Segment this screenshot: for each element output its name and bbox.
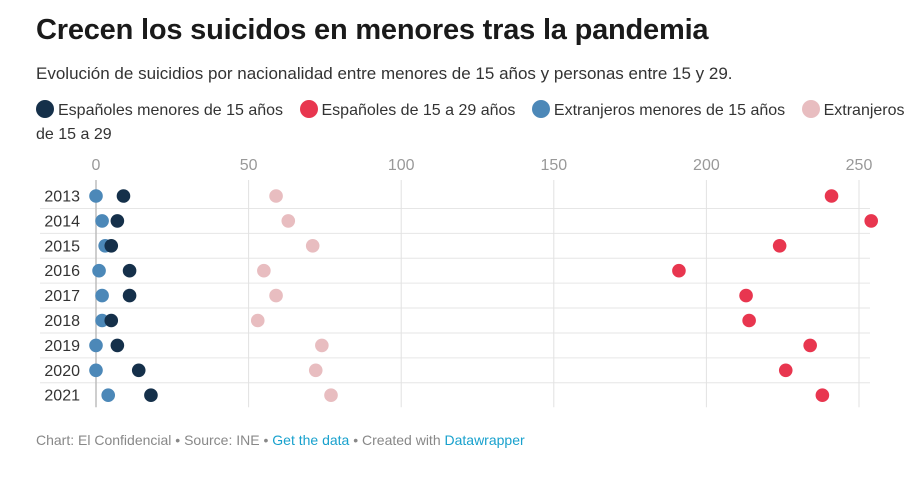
- footer-separator: •: [171, 432, 185, 448]
- year-label: 2014: [44, 213, 80, 230]
- data-point: [864, 214, 879, 228]
- chart-credit: Chart: El Confidencial: [36, 432, 172, 448]
- data-point: [104, 239, 119, 253]
- data-point: [281, 214, 296, 228]
- chart-legend: Españoles menores de 15 años Españoles d…: [36, 99, 906, 147]
- chart-footer: Chart: El Confidencial • Source: INE • G…: [36, 432, 525, 448]
- get-the-data-link[interactable]: Get the data: [272, 432, 350, 448]
- data-point: [305, 239, 320, 253]
- data-point: [95, 214, 109, 228]
- x-tick-label: 100: [388, 157, 415, 174]
- data-point: [269, 189, 283, 203]
- data-point: [95, 288, 109, 303]
- legend-label: Extranjeros menores de 15 años: [553, 102, 786, 119]
- year-label: 2018: [44, 313, 80, 330]
- data-point: [101, 388, 116, 402]
- legend-swatch: [531, 100, 550, 118]
- x-tick-label: 50: [240, 157, 258, 174]
- year-label: 2019: [44, 338, 80, 355]
- data-point: [739, 288, 753, 303]
- year-label: 2013: [44, 189, 80, 206]
- legend-swatch: [36, 100, 54, 118]
- dot-plot-chart: 0 50 100 150 200 250 2013 2014 2015 2016 2017 2018 2…: [40, 157, 879, 408]
- year-label: 2017: [44, 288, 80, 305]
- data-point: [672, 263, 686, 278]
- data-point: [772, 239, 787, 253]
- year-label: 2020: [44, 363, 80, 380]
- legend-swatch: [299, 100, 318, 118]
- datawrapper-link[interactable]: Datawrapper: [444, 432, 525, 448]
- data-point: [116, 189, 131, 203]
- source-credit: Source: INE: [184, 432, 260, 448]
- year-label: 2015: [44, 238, 80, 255]
- data-point: [89, 363, 103, 378]
- data-point: [122, 263, 137, 278]
- data-point: [824, 189, 839, 203]
- footer-separator: •: [259, 432, 273, 448]
- chart-title: Crecen los suicidos en menores tras la p…: [36, 14, 709, 46]
- x-tick-label: 150: [540, 157, 567, 174]
- legend-label: Españoles de 15 a 29 años: [321, 102, 516, 119]
- legend-item: Españoles de 15 a 29 años: [299, 100, 516, 119]
- data-point: [144, 388, 158, 402]
- legend-swatch: [801, 100, 820, 118]
- legend-item: Extranjeros menores de 15 años: [531, 100, 786, 119]
- x-tick-label: 250: [846, 157, 873, 174]
- data-point: [815, 388, 830, 402]
- data-point: [92, 263, 106, 278]
- x-tick-label: 0: [92, 157, 101, 174]
- legend-label: Extranjeros de 15 a 29: [36, 102, 905, 143]
- legend-item: Extranjeros de 15 a 29: [36, 100, 905, 143]
- year-label: 2021: [44, 388, 80, 405]
- data-point: [315, 338, 329, 353]
- footer-separator: •: [349, 432, 363, 448]
- created-with-text: Created with: [362, 432, 445, 448]
- data-point: [110, 214, 125, 228]
- data-point: [122, 288, 137, 303]
- data-point: [89, 189, 103, 203]
- data-point: [89, 338, 103, 353]
- legend-item: Españoles menores de 15 años: [36, 100, 284, 119]
- data-point: [104, 313, 119, 328]
- data-point: [250, 313, 265, 328]
- data-point: [308, 363, 323, 378]
- data-point: [269, 288, 283, 303]
- x-tick-label: 200: [693, 157, 720, 174]
- data-point: [324, 388, 338, 402]
- legend-label: Españoles menores de 15 años: [58, 102, 284, 119]
- data-point: [803, 338, 817, 353]
- data-point: [257, 263, 271, 278]
- chart-subtitle: Evolución de suicidios por nacionalidad …: [36, 64, 733, 83]
- data-point: [131, 363, 146, 378]
- year-label: 2016: [44, 263, 80, 280]
- data-point: [110, 338, 125, 353]
- data-point: [742, 313, 756, 328]
- data-point: [778, 363, 793, 378]
